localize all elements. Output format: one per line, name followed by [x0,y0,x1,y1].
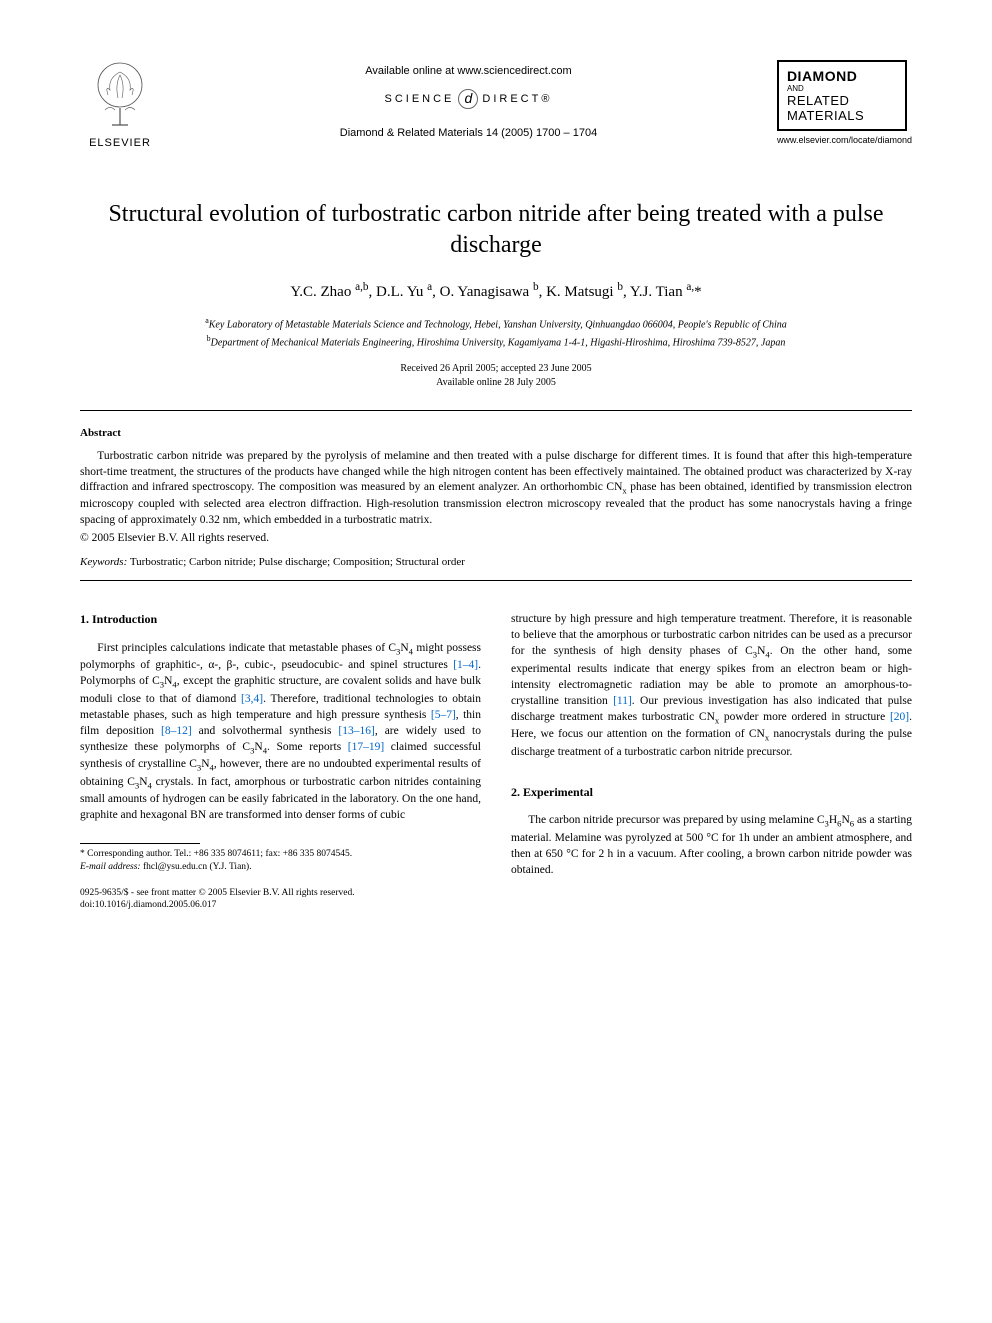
rule-top [80,410,912,411]
elsevier-tree-icon [90,60,150,130]
elsevier-label: ELSEVIER [80,137,160,149]
authors-line: Y.C. Zhao a,b, D.L. Yu a, O. Yanagisawa … [80,281,912,301]
journal-box-title2: AND [787,84,897,93]
sciencedirect-left: SCIENCE [384,93,454,105]
sciencedirect-swirl-icon: d [458,89,478,109]
email-value: fhcl@ysu.edu.cn (Y.J. Tian). [141,862,252,872]
abstract-text: Turbostratic carbon nitride was prepared… [80,449,912,528]
keywords-text: Turbostratic; Carbon nitride; Pulse disc… [127,556,465,568]
journal-box-title3: RELATED [787,93,897,108]
journal-box-title4: MATERIALS [787,108,897,123]
journal-box: DIAMOND AND RELATED MATERIALS [777,60,907,131]
journal-url: www.elsevier.com/locate/diamond [777,135,912,145]
received-accepted-date: Received 26 April 2005; accepted 23 June… [80,362,912,376]
abstract-copyright: © 2005 Elsevier B.V. All rights reserved… [80,532,912,544]
introduction-heading: 1. Introduction [80,611,481,628]
front-matter-line: 0925-9635/$ - see front matter © 2005 El… [80,887,481,899]
journal-reference: Diamond & Related Materials 14 (2005) 17… [160,127,777,139]
email-label: E-mail address: [80,862,141,872]
affiliations: aKey Laboratory of Metastable Materials … [80,315,912,350]
corresponding-author-footnote: * Corresponding author. Tel.: +86 335 80… [80,848,481,873]
available-online-text: Available online at www.sciencedirect.co… [160,65,777,77]
online-date: Available online 28 July 2005 [80,376,912,390]
introduction-text-col2: structure by high pressure and high temp… [511,611,912,760]
corresponding-line: * Corresponding author. Tel.: +86 335 80… [80,848,481,860]
column-right: structure by high pressure and high temp… [511,611,912,912]
column-left: 1. Introduction First principles calcula… [80,611,481,912]
bottom-info: 0925-9635/$ - see front matter © 2005 El… [80,887,481,912]
elsevier-logo: ELSEVIER [80,60,160,149]
doi-line: doi:10.1016/j.diamond.2005.06.017 [80,899,481,911]
abstract-heading: Abstract [80,427,912,439]
footnote-rule [80,843,200,844]
article-title: Structural evolution of turbostratic car… [80,199,912,261]
affiliation-b: bDepartment of Mechanical Materials Engi… [80,333,912,350]
two-column-body: 1. Introduction First principles calcula… [80,611,912,912]
sciencedirect-logo: SCIENCE d DIRECT® [160,89,777,109]
rule-bottom [80,580,912,581]
header-row: ELSEVIER Available online at www.science… [80,60,912,149]
email-line: E-mail address: fhcl@ysu.edu.cn (Y.J. Ti… [80,861,481,873]
keywords-line: Keywords: Turbostratic; Carbon nitride; … [80,556,912,568]
sciencedirect-right: DIRECT® [482,93,552,105]
article-dates: Received 26 April 2005; accepted 23 June… [80,362,912,390]
experimental-heading: 2. Experimental [511,784,912,801]
header-center: Available online at www.sciencedirect.co… [160,60,777,139]
introduction-text-col1: First principles calculations indicate t… [80,640,481,823]
journal-box-title1: DIAMOND [787,68,897,84]
affiliation-a: aKey Laboratory of Metastable Materials … [80,315,912,332]
journal-box-container: DIAMOND AND RELATED MATERIALS www.elsevi… [777,60,912,145]
keywords-label: Keywords: [80,556,127,568]
experimental-text: The carbon nitride precursor was prepare… [511,812,912,878]
